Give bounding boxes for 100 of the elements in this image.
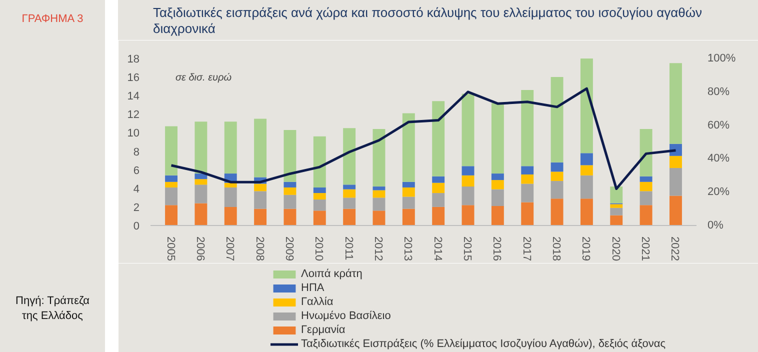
bar	[372, 190, 386, 198]
y-tick-label: 14	[127, 90, 140, 103]
bar	[372, 210, 386, 226]
bar	[550, 162, 564, 172]
bar	[640, 176, 652, 182]
bar	[491, 206, 504, 226]
bar	[343, 208, 356, 226]
bar	[669, 144, 682, 156]
bar	[402, 196, 415, 209]
legend-label: Ηνωμένο Βασίλειο	[301, 310, 391, 322]
x-tick-label: 2008	[253, 236, 266, 261]
bar	[254, 184, 267, 192]
bar	[462, 175, 474, 187]
y-tick-label: 8	[133, 146, 140, 158]
x-tick-label: 2014	[431, 236, 444, 261]
bar	[640, 205, 652, 226]
bar	[521, 174, 534, 184]
bar	[284, 194, 296, 209]
y-tick-label: 0	[133, 220, 140, 232]
bar	[343, 128, 356, 185]
y-tick-label: 2	[133, 202, 140, 214]
y-tick-label: 4	[133, 183, 140, 196]
chart-title: Ταξιδιωτικές εισπράξεις ανά χώρα και ποσοστό κάλυψης του ελλείμματος του ισοζυγίου αγαθών διαχρονικά	[153, 5, 704, 37]
bar	[610, 215, 623, 226]
bar	[313, 193, 326, 200]
bar	[491, 180, 504, 190]
x-tick-label: 2011	[342, 236, 354, 260]
x-tick-label: 2019	[580, 236, 592, 261]
bar	[194, 122, 208, 174]
bar	[254, 191, 267, 209]
bar	[610, 208, 623, 216]
bar	[402, 113, 415, 182]
x-tick-label: 2009	[282, 236, 295, 261]
bar	[224, 122, 237, 174]
bar	[194, 184, 208, 204]
y-tick-label: 16	[127, 72, 140, 84]
bar	[343, 198, 356, 209]
bar	[580, 175, 593, 199]
legend-label: Γερμανία	[301, 324, 346, 336]
line-series	[170, 87, 677, 190]
bar	[284, 187, 296, 195]
bar	[491, 189, 504, 206]
x-tick-label: 2020	[609, 236, 622, 261]
bar	[165, 182, 178, 188]
bar	[343, 189, 356, 198]
bar	[491, 103, 504, 174]
x-tick-label: 2017	[520, 236, 532, 261]
bar	[432, 176, 445, 183]
x-tick-label: 2015	[461, 236, 474, 261]
bar	[640, 182, 652, 192]
bar	[550, 198, 564, 226]
bar	[313, 200, 326, 211]
bar	[343, 184, 356, 190]
bar	[640, 191, 652, 206]
bar	[194, 203, 208, 226]
bar	[669, 168, 682, 196]
x-tick-label: 2013	[402, 236, 414, 261]
x-tick-label: 2022	[668, 236, 681, 261]
bar	[550, 77, 564, 162]
y-tick-label: 10	[127, 128, 140, 140]
bar	[432, 101, 445, 176]
x-tick-label: 2005	[164, 236, 176, 261]
bar	[372, 129, 386, 187]
bar	[194, 174, 208, 180]
bar	[521, 202, 534, 226]
bar	[669, 156, 682, 168]
legend-label: ΗΠΑ	[301, 282, 324, 294]
bar	[521, 184, 534, 202]
legend-label: Ταξιδιωτικές Εισπράξεις (% Ελλείμματος Ισοζυγίου Αγαθών), δεξιός άξονας	[301, 338, 666, 350]
bar	[254, 118, 267, 178]
bar	[462, 166, 474, 176]
bar	[610, 204, 623, 208]
bar	[284, 130, 296, 182]
bar	[580, 198, 593, 226]
bar	[165, 175, 178, 182]
bar	[313, 210, 326, 226]
x-tick-label: 2016	[490, 236, 503, 261]
y-tick-label: 6	[133, 164, 140, 177]
bar	[284, 182, 296, 188]
x-tick-label: 2021	[639, 236, 652, 261]
annotation: σε δισ. ευρώ	[176, 72, 232, 84]
y2-tick-label: 100%	[708, 52, 736, 64]
bar	[521, 90, 534, 166]
bar	[610, 186, 623, 204]
bar	[462, 186, 474, 206]
bar	[521, 166, 534, 174]
bar	[640, 129, 652, 176]
bar	[580, 58, 593, 154]
bar	[580, 153, 593, 166]
bar	[550, 180, 564, 199]
bar	[669, 196, 682, 226]
x-tick-label: 2006	[194, 236, 206, 261]
bar	[432, 182, 445, 194]
x-tick-label: 2010	[312, 236, 325, 261]
bar	[165, 187, 178, 206]
bar	[224, 187, 237, 207]
bar	[224, 182, 237, 188]
bar	[491, 174, 504, 180]
y2-tick-label: 80%	[708, 86, 730, 98]
bar	[165, 126, 178, 176]
